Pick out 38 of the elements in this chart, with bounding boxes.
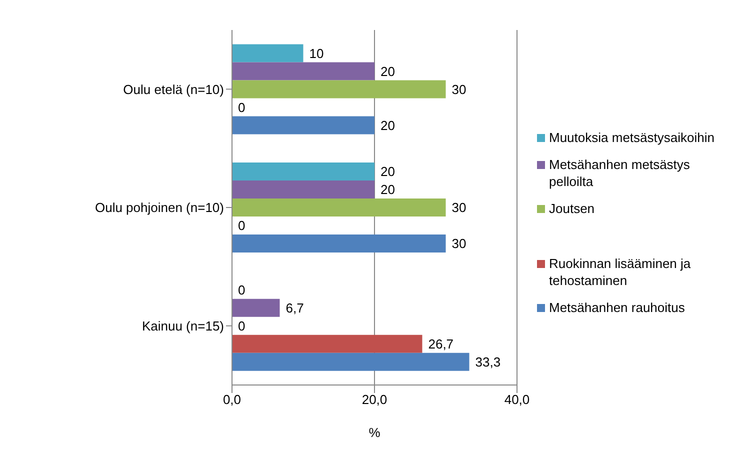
legend-label: Joutsen — [549, 200, 595, 217]
y-tick-label: Oulu etelä (n=10) — [123, 82, 224, 97]
bar — [232, 80, 446, 98]
legend-label: Metsähanhen metsästys pelloilta — [549, 156, 691, 190]
y-tick-label: Kainuu (n=15) — [142, 318, 224, 334]
bar — [232, 62, 374, 80]
data-label: 30 — [452, 200, 466, 216]
data-label: 10 — [309, 46, 324, 61]
data-label: 0 — [238, 100, 246, 115]
bar — [232, 116, 374, 134]
data-label: 30 — [452, 236, 466, 252]
data-label: 20 — [380, 118, 395, 133]
x-tick-label: 20,0 — [362, 392, 388, 408]
bar — [232, 298, 280, 317]
bar — [232, 352, 470, 371]
data-label: 6,7 — [286, 300, 304, 316]
data-label: 26,7 — [428, 336, 454, 352]
data-label: 20 — [380, 182, 395, 198]
data-label: 30 — [452, 82, 466, 97]
bar — [232, 180, 374, 199]
data-label: 20 — [380, 64, 395, 79]
legend-label: Ruokinnan lisääminen ja tehostaminen — [549, 255, 692, 289]
data-label: 33,3 — [475, 354, 501, 370]
legend-label: Metsähanhen rauhoitus — [549, 299, 685, 316]
data-label: 0 — [238, 218, 246, 234]
bar — [232, 198, 446, 217]
x-axis-title: % — [368, 425, 381, 440]
legend-label: Muutoksia metsästysaikoihin — [549, 129, 714, 146]
bar — [232, 162, 374, 181]
y-tick-label: Oulu pohjoinen (n=10) — [94, 200, 224, 216]
data-label: 0 — [238, 318, 246, 334]
bar — [232, 334, 422, 353]
x-tick-label: 0,0 — [222, 392, 242, 408]
bar — [232, 234, 446, 253]
data-label: 20 — [380, 164, 395, 180]
data-label: 0 — [238, 282, 246, 298]
x-tick-label: 40,0 — [504, 392, 530, 408]
bar — [232, 44, 304, 62]
